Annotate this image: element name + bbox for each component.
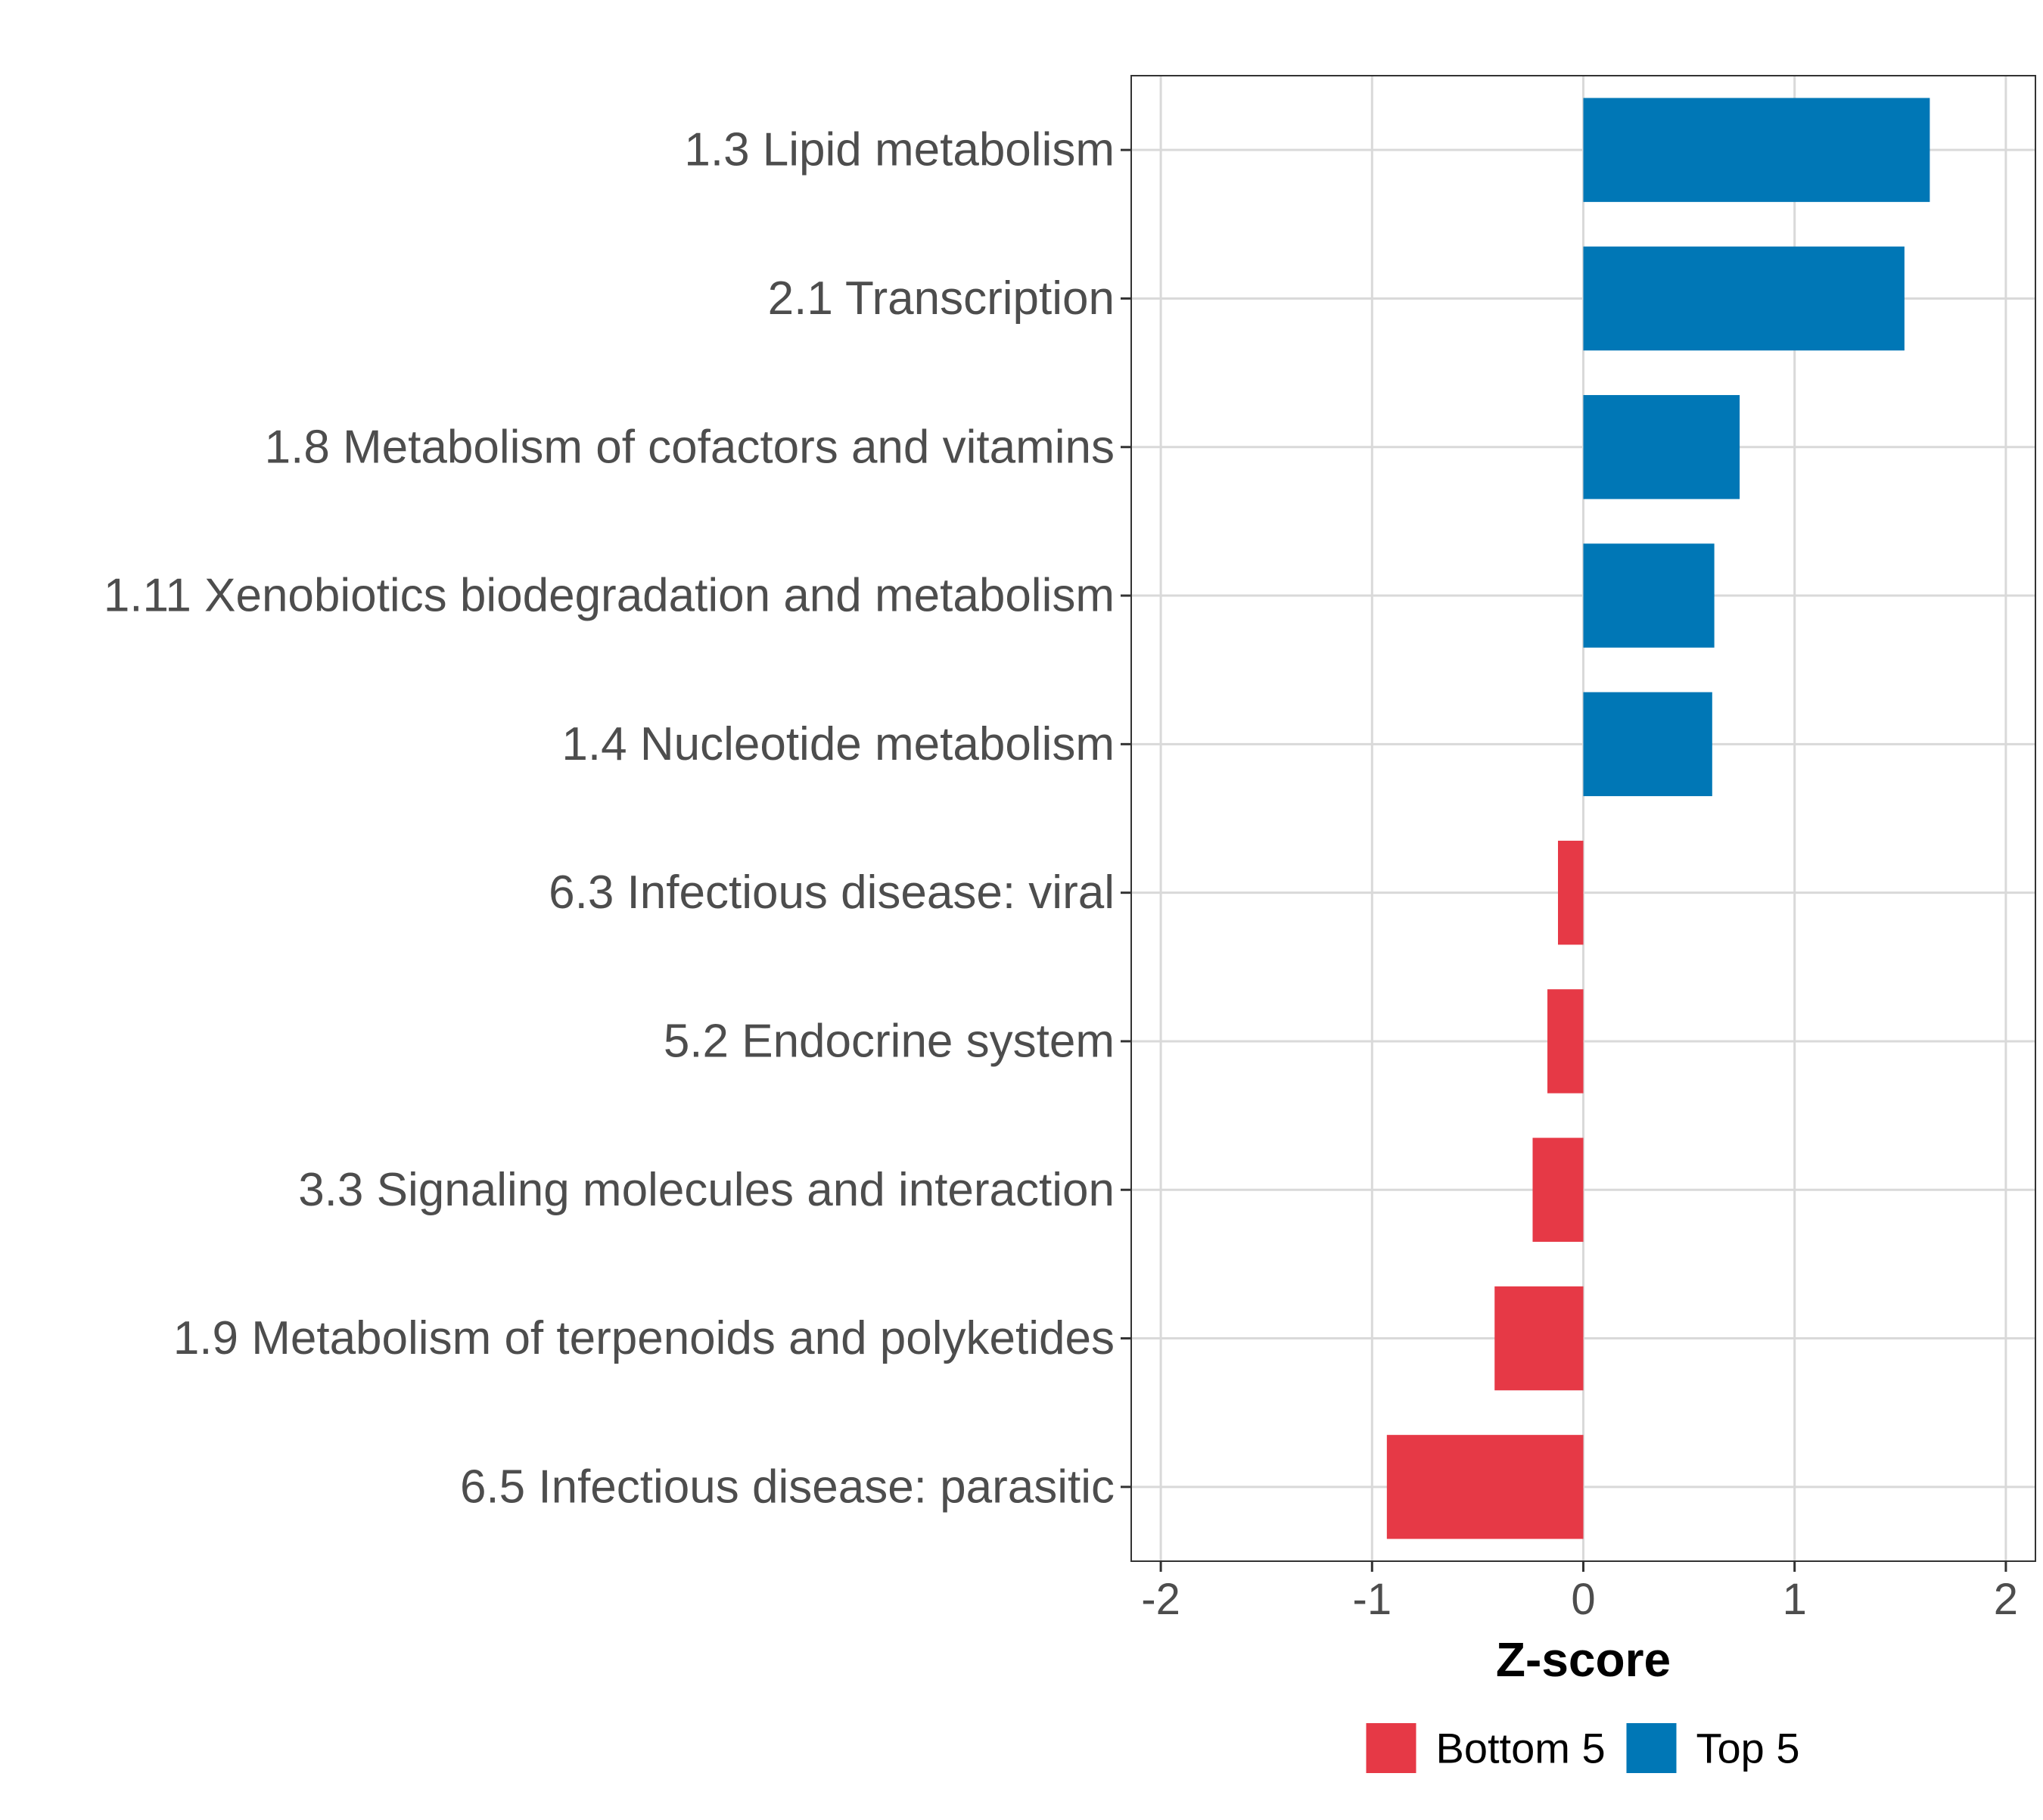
bar xyxy=(1547,989,1584,1094)
bar xyxy=(1494,1286,1584,1391)
y-tick-label: 1.3 Lipid metabolism xyxy=(684,124,1115,176)
y-tick-label: 1.9 Metabolism of terpenoids and polyket… xyxy=(173,1312,1115,1364)
bar xyxy=(1532,1137,1584,1242)
bar xyxy=(1583,98,1930,202)
y-tick-label: 1.8 Metabolism of cofactors and vitamins xyxy=(265,421,1115,473)
bar xyxy=(1583,692,1712,797)
x-tick-label: 0 xyxy=(1571,1575,1595,1624)
y-tick-label: 6.3 Infectious disease: viral xyxy=(549,866,1115,919)
legend-key xyxy=(1366,1723,1416,1773)
x-tick-label: 1 xyxy=(1783,1575,1807,1624)
x-tick-label: -2 xyxy=(1141,1575,1180,1624)
bar xyxy=(1386,1435,1584,1539)
x-axis: -2 -1 0 1 2 xyxy=(1141,1561,2018,1624)
x-tick-label: -1 xyxy=(1353,1575,1392,1624)
y-tick-label: 1.11 Xenobiotics biodegradation and meta… xyxy=(104,570,1115,622)
bar xyxy=(1583,395,1740,499)
y-tick-label: 5.2 Endocrine system xyxy=(664,1015,1115,1067)
legend-key xyxy=(1626,1723,1677,1773)
bar xyxy=(1557,840,1584,945)
legend: Bottom 5 Top 5 xyxy=(1366,1723,1800,1773)
x-tick-label: 2 xyxy=(1994,1575,2018,1624)
legend-label: Top 5 xyxy=(1696,1725,1800,1772)
y-tick-label: 1.4 Nucleotide metabolism xyxy=(561,718,1115,770)
legend-label: Bottom 5 xyxy=(1436,1725,1606,1772)
y-axis: 1.3 Lipid metabolism 2.1 Transcription 1.8… xyxy=(104,124,1131,1513)
bar xyxy=(1583,246,1905,351)
x-axis-title: Z-score xyxy=(1496,1632,1671,1687)
bar xyxy=(1583,543,1715,648)
bars xyxy=(1386,98,1930,1539)
y-tick-label: 6.5 Infectious disease: parasitic xyxy=(460,1461,1115,1513)
y-tick-label: 2.1 Transcription xyxy=(768,272,1115,325)
y-tick-label: 3.3 Signaling molecules and interaction xyxy=(298,1164,1115,1216)
